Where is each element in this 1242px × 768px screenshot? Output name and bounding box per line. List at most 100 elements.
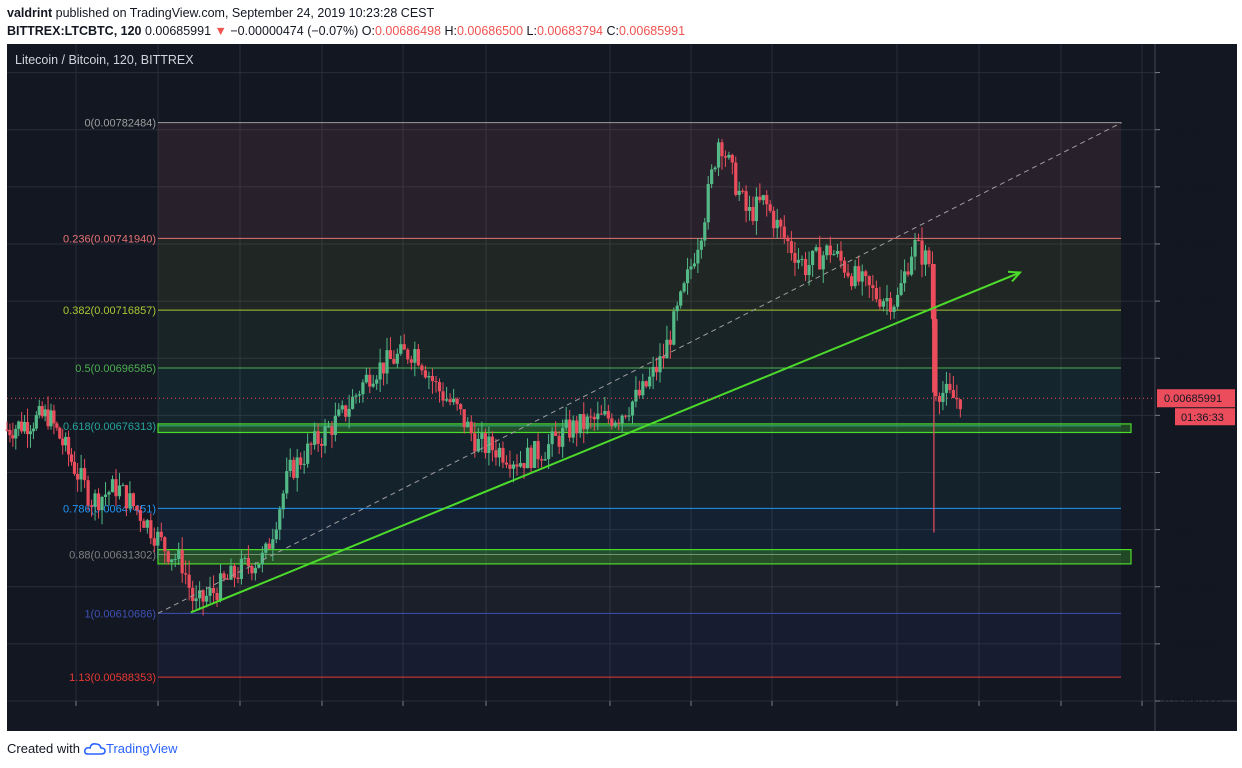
candle-body [825,245,829,256]
candle-body [648,376,652,387]
candle-body [121,485,125,487]
candle-body [274,529,278,540]
footer: Created with TradingView [7,741,178,756]
candle-body [835,250,840,255]
price-axis[interactable] [1155,44,1237,731]
open-value: 0.00686498 [374,24,441,38]
high-label: H: [444,24,457,38]
price-tick-label: 0.00580000 [1164,696,1222,708]
candle-body [285,471,289,494]
candle-body [264,543,268,553]
candle-body [839,250,843,261]
candle-body [61,438,65,446]
fib-level-label: 1(0.00610686) [84,608,156,620]
fib-band [158,238,1121,311]
candle-body [166,551,170,563]
candle-body [568,419,572,438]
candle-body [689,266,693,270]
fib-retracement-bands [158,122,1121,678]
drawing-overlays[interactable] [7,122,1155,614]
candle-body [198,590,202,599]
candle-body [413,349,417,363]
candle-body [874,288,878,300]
candle-body [316,431,320,444]
candle-body [682,283,686,292]
price-tick-label: 0.00780000 [1164,125,1222,137]
candle-body [892,306,896,312]
candle-body [699,240,703,250]
candle-body [800,259,804,261]
time-tick-label: 29 [1136,713,1148,725]
tradingview-brand: TradingView [105,741,178,756]
fib-retracement-lines: 0(0.00782484) 0.236(0.00741940) 0.382(0.00… [63,118,1121,684]
candle-body [539,459,544,461]
candle-body [107,492,111,495]
publish-line: valdrint published on TradingView.com, S… [7,4,685,22]
time-tick-label: 25 [973,713,985,725]
candle-body [634,389,638,402]
candle-body [357,394,362,396]
tradingview-logo[interactable]: TradingView [83,741,178,756]
current-price-tag [1157,389,1235,408]
candle-body [187,574,191,588]
candle-body [775,219,779,229]
candle-body [58,427,62,439]
candle-body [361,382,365,395]
candle-body [218,573,223,601]
open-label: O: [361,24,375,38]
candle-body [211,587,216,594]
candle-body [459,404,463,410]
candle-body [554,431,558,436]
candle-body [871,285,875,289]
candle-body [319,443,324,446]
candle-body [849,276,854,287]
candle-body [747,207,752,211]
candle-body [860,271,864,282]
support-zones[interactable] [157,423,1132,565]
candle-body [716,142,721,168]
price-tick-label: 0.00720000 [1164,296,1222,308]
candle-body [508,464,512,469]
candle-body [779,219,783,227]
candle-body [599,413,603,415]
candle-body [944,383,949,393]
candle-body [434,381,438,383]
candle-body [14,428,18,439]
candle-body [392,359,396,364]
candle-body [768,204,772,211]
time-tick-label: 20 [766,713,778,725]
candle-body [589,416,593,418]
candle-body [344,405,348,417]
author-name[interactable]: valdrint [7,6,53,20]
candle-body [232,565,237,578]
time-tick-label: 7 [237,713,243,725]
candle-body [173,559,177,561]
candle-body [385,350,389,374]
candle-body [658,356,662,373]
candle-body [215,593,219,601]
price-change: −0.00000474 (−0.07%) [230,24,359,38]
candle-body [28,431,33,435]
candle-body [225,578,230,580]
candle-body [309,443,313,445]
candle-body [617,422,621,424]
candle-body [557,435,561,447]
candle-body [651,366,655,377]
time-axis[interactable] [7,701,1155,731]
fib-level-label: 0.5(0.00696585) [75,363,156,375]
time-ticks: 3 5 7 9 11 13 16 18 20 23 25 27 29 [73,701,1148,725]
candle-body [295,457,299,478]
candle-body [455,398,459,405]
candle-body [466,421,470,428]
candle-body [828,245,832,256]
price-tick-label: 0.00660000 [1164,467,1222,479]
candle-body [117,485,122,497]
candle-body [923,250,928,265]
time-tick-label: 11 [397,713,408,725]
candle-body [156,531,160,546]
current-price-value: 0.00685991 [1164,393,1222,405]
candle-body [49,410,53,427]
candle-body [184,573,188,575]
candle-body [497,447,502,458]
